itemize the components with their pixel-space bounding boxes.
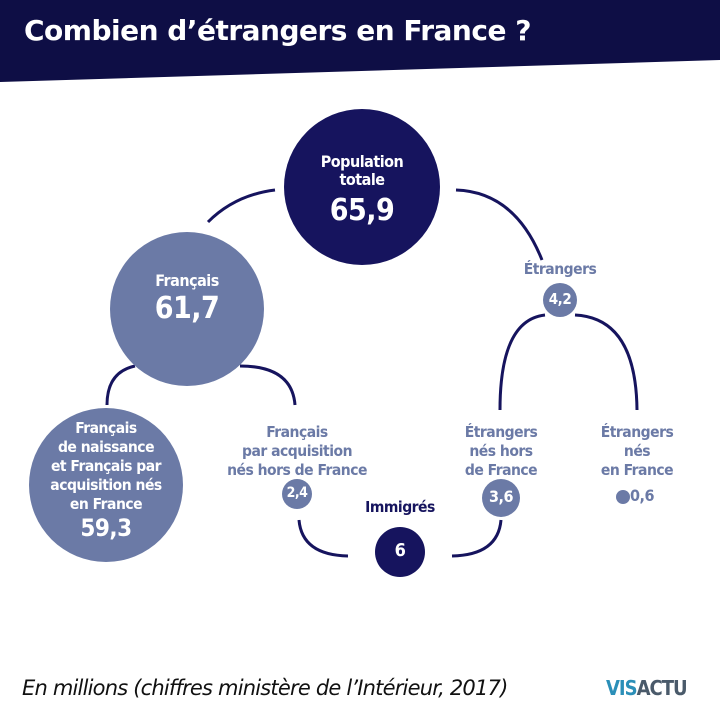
label-line: et Français par: [50, 457, 162, 475]
etrangers-value: 4,2: [548, 290, 572, 308]
etrangers-hors-label: Étrangers nés hors de France: [441, 423, 561, 480]
population-label-line: Population: [320, 152, 404, 171]
connector-lines: [105, 188, 639, 558]
francais-naissance-circle: [29, 408, 183, 562]
francais-value: 61,7: [154, 291, 220, 327]
connector-francais-children: [105, 364, 297, 406]
francais-naissance-label: Français de naissance et Français par ac…: [31, 419, 181, 542]
acquisition-label: Français par acquisition nés hors de Fra…: [217, 423, 377, 480]
population-value: 65,9: [329, 192, 395, 228]
header-banner: [0, 0, 720, 82]
population-label: Population totale 65,9: [292, 152, 432, 228]
immigres-circle: [375, 527, 425, 577]
francais-label: Français 61,7: [117, 271, 257, 327]
label-line: Étrangers: [600, 423, 674, 441]
label-line: de France: [464, 461, 538, 479]
footer-note: En millions (chiffres ministère de l’Int…: [22, 676, 508, 700]
immigres-label: Immigrés: [365, 498, 435, 516]
label-line: Français: [266, 423, 328, 441]
etrangers-nes-label: Étrangers nés en France: [577, 423, 697, 480]
connector-population-etrangers: [455, 188, 544, 261]
visactu-logo: VISACTU: [606, 676, 688, 700]
label-line: acquisition nés: [50, 476, 162, 494]
immigres-value: 6: [394, 540, 406, 561]
connector-etrangers-children: [498, 313, 639, 411]
label-line: en France: [600, 461, 674, 479]
label-line: de naissance: [57, 438, 155, 456]
population-label-line: totale: [339, 170, 385, 190]
label-line: nés: [623, 442, 651, 460]
label-line: en France: [69, 495, 143, 513]
francais-circle: [110, 232, 264, 386]
francais-label-text: Français: [155, 271, 219, 290]
page-title: Combien d’étrangers en France ?: [24, 14, 531, 47]
etrangers-nes-dot: [616, 490, 630, 504]
label-line: Étrangers: [464, 423, 538, 441]
acquisition-circle: [282, 479, 312, 509]
label-line: par acquisition: [241, 442, 353, 460]
label-line: nés hors: [469, 442, 533, 460]
connector-acquisition-immigres: [297, 519, 349, 558]
label-line: Français: [75, 419, 137, 437]
connector-population-francais: [206, 188, 276, 224]
etrangers-hors-circle: [482, 479, 520, 517]
population-circle: [284, 109, 440, 265]
etrangers-hors-value: 3,6: [489, 487, 514, 506]
etrangers-label: Étrangers: [523, 260, 597, 278]
acquisition-value: 2,4: [286, 485, 308, 501]
francais-naissance-value: 59,3: [80, 514, 132, 542]
connector-etrangers-immigres: [451, 519, 503, 558]
etrangers-circle: [543, 283, 577, 317]
label-line: nés hors de France: [227, 461, 367, 479]
etrangers-nes-value: 0,6: [630, 486, 655, 505]
